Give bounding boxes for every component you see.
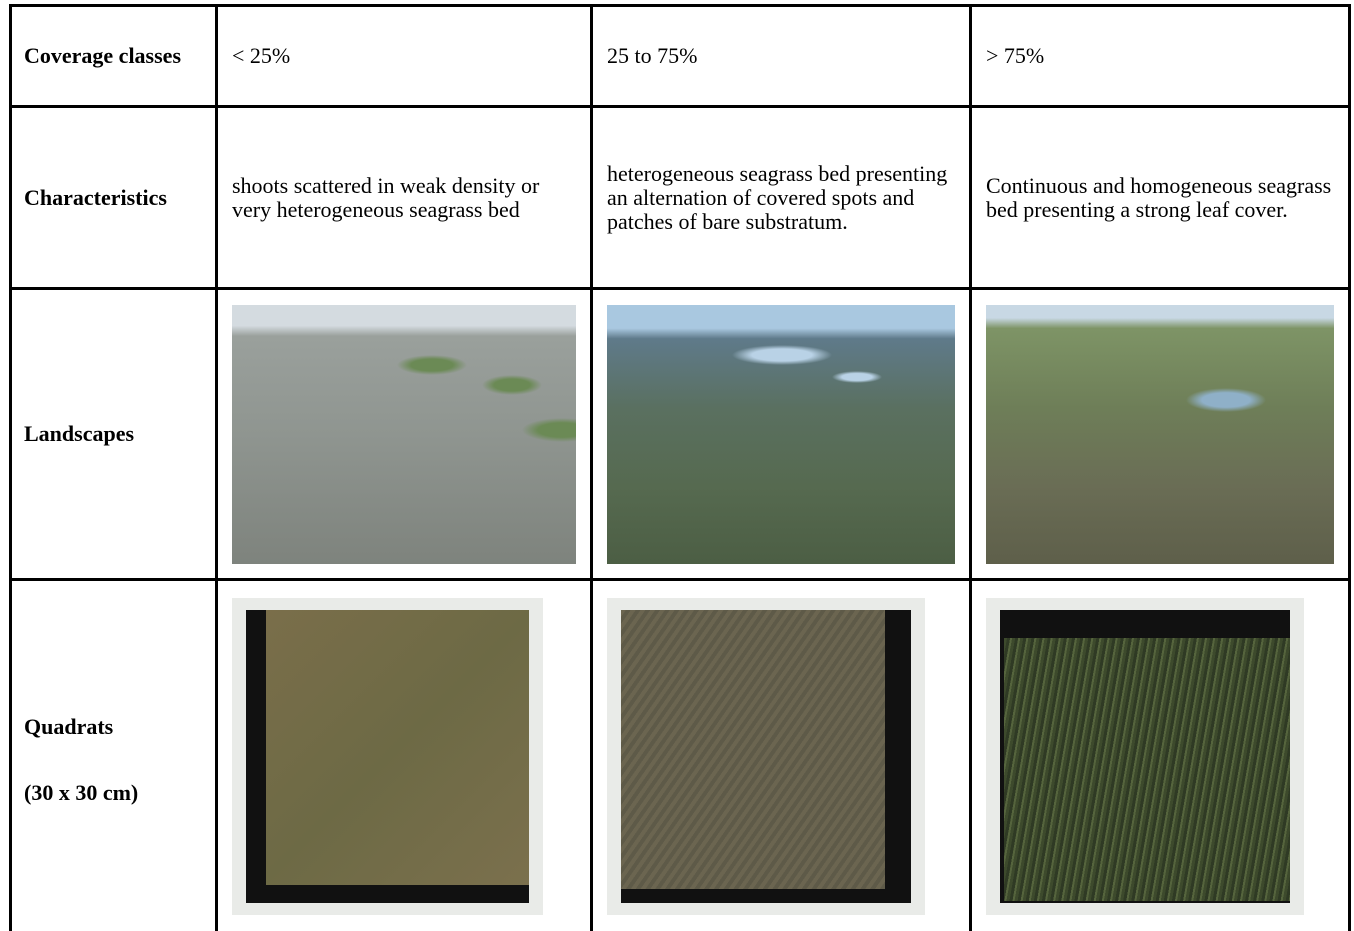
- cell: [215, 287, 593, 581]
- quadrat-photo: [232, 598, 543, 915]
- cell: > 75%: [969, 4, 1351, 108]
- cell: 25 to 75%: [590, 4, 972, 108]
- landscape-photo: [986, 304, 1334, 564]
- characteristics-row: Characteristics shoots scattered in weak…: [9, 105, 1351, 290]
- quadrat-photo: [986, 598, 1304, 915]
- label: Quadrats: [24, 714, 114, 740]
- cell: [590, 578, 972, 931]
- landscapes-row: Landscapes: [9, 287, 1351, 581]
- cell: [969, 287, 1351, 581]
- cell: [969, 578, 1351, 931]
- cell: shoots scattered in weak density or very…: [215, 105, 593, 290]
- cell: Continuous and homogeneous seagrass bed …: [969, 105, 1351, 290]
- cell: < 25%: [215, 4, 593, 108]
- cell: [215, 578, 593, 931]
- cell: heterogeneous seagrass bed presenting an…: [590, 105, 972, 290]
- row-label: Quadrats (30 x 30 cm): [9, 578, 218, 931]
- landscape-photo: [232, 304, 576, 564]
- quadrat-photo: [607, 598, 925, 915]
- row-label: Characteristics: [9, 105, 218, 290]
- cell: [590, 287, 972, 581]
- header-row: Coverage classes < 25% 25 to 75% > 75%: [9, 4, 1351, 108]
- sublabel: (30 x 30 cm): [24, 780, 139, 806]
- landscape-photo: [607, 304, 955, 564]
- quadrats-row: Quadrats (30 x 30 cm): [9, 578, 1351, 931]
- row-label: Coverage classes: [9, 4, 218, 108]
- row-label: Landscapes: [9, 287, 218, 581]
- coverage-table: Coverage classes < 25% 25 to 75% > 75% C…: [9, 4, 1351, 931]
